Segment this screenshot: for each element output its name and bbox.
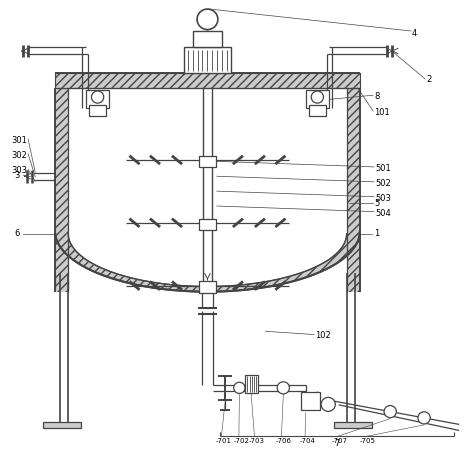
Text: 6: 6 — [14, 229, 19, 238]
Bar — [346, 88, 360, 292]
Text: 502: 502 — [375, 179, 391, 188]
Circle shape — [311, 91, 323, 103]
Text: 7: 7 — [334, 439, 339, 448]
Bar — [301, 392, 319, 410]
Text: 102: 102 — [315, 332, 331, 340]
Bar — [199, 156, 216, 167]
Circle shape — [197, 9, 218, 29]
Text: 504: 504 — [375, 208, 391, 218]
Text: -702: -702 — [233, 438, 249, 444]
Circle shape — [418, 412, 430, 424]
Bar — [55, 88, 68, 292]
Circle shape — [234, 382, 245, 393]
Circle shape — [384, 405, 396, 417]
Text: 302: 302 — [11, 151, 27, 160]
Bar — [199, 219, 216, 230]
Text: -701: -701 — [216, 438, 232, 444]
Bar — [193, 31, 222, 47]
Bar — [184, 47, 231, 73]
Bar — [86, 90, 109, 108]
Bar — [43, 422, 81, 428]
Circle shape — [91, 91, 104, 103]
Text: 503: 503 — [375, 194, 391, 203]
Circle shape — [321, 397, 335, 411]
Text: -707: -707 — [331, 438, 347, 444]
Text: -706: -706 — [276, 438, 292, 444]
Text: 301: 301 — [11, 136, 27, 145]
Text: 1: 1 — [374, 229, 379, 238]
Bar — [309, 106, 326, 116]
Text: 501: 501 — [375, 164, 391, 173]
Text: 8: 8 — [374, 92, 379, 101]
Text: 3: 3 — [14, 171, 19, 180]
Circle shape — [277, 382, 290, 394]
Text: -705: -705 — [360, 438, 376, 444]
Text: 101: 101 — [374, 108, 390, 117]
Text: 5: 5 — [374, 199, 379, 208]
Bar — [55, 73, 360, 88]
Text: -703: -703 — [249, 438, 265, 444]
Bar — [334, 422, 372, 428]
Bar — [306, 90, 329, 108]
Text: 2: 2 — [426, 75, 431, 85]
Bar — [199, 282, 216, 293]
Text: 303: 303 — [11, 166, 27, 175]
Bar — [245, 375, 258, 393]
Text: -704: -704 — [300, 438, 315, 444]
Polygon shape — [55, 231, 360, 292]
Bar — [89, 106, 106, 116]
Text: 4: 4 — [412, 29, 417, 38]
